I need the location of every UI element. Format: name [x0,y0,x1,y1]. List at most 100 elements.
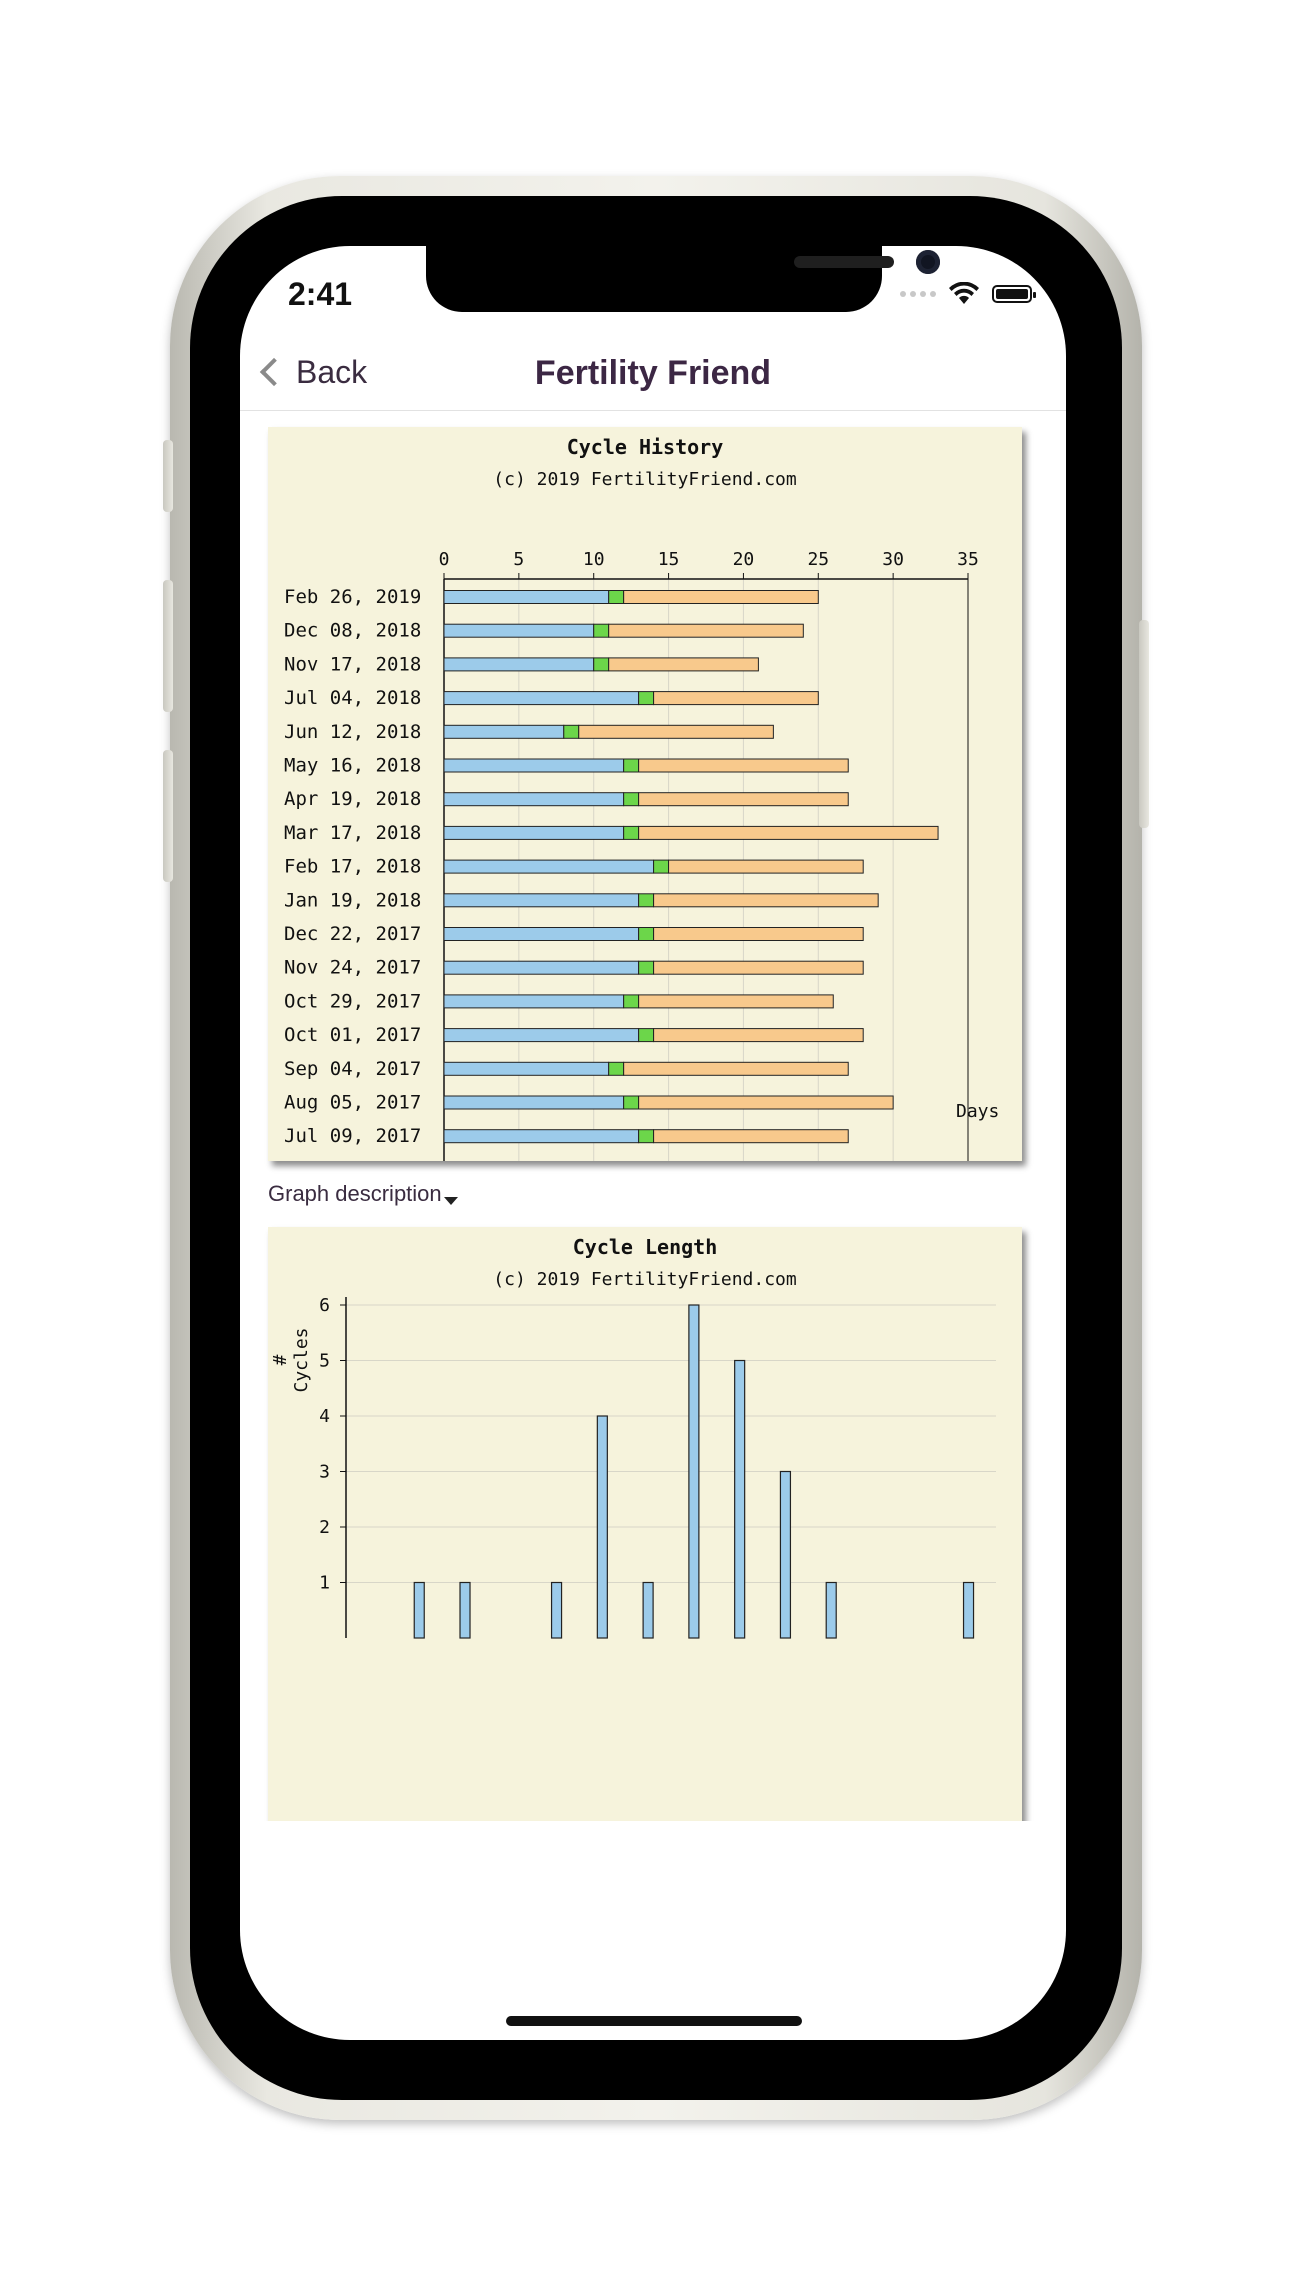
histogram-bar [962,1581,975,1639]
bar-luteal [653,927,864,941]
bar-luteal [653,691,819,706]
bar-ovulation [638,691,655,706]
bar-follicular [443,758,625,773]
speaker-grille [794,256,894,268]
histogram-bar [596,1415,608,1639]
bar-luteal [653,960,864,975]
bar-follicular [443,927,640,941]
cycle-length-plot: 1 2 3 4 5 6 [319,1295,996,1639]
cycle-history-chart: Cycle History (c) 2019 FertilityFriend.c… [268,427,1022,1161]
bar-follicular [443,623,595,638]
bar-follicular [443,1095,625,1110]
bar-follicular [443,657,595,672]
row-label: Sep 04, 2017 [284,1058,421,1080]
histogram-bar [550,1581,563,1639]
cycle-length-chart: Cycle Length (c) 2019 FertilityFriend.co… [268,1227,1022,1821]
y-tick-label: 2 [319,1517,330,1538]
bar-follicular [443,792,625,807]
cycle-history-plot: 0055101015152020252530303535Feb 26, 2019… [284,549,979,1161]
bar-luteal [638,1095,894,1110]
row-label: Dec 08, 2018 [284,620,421,642]
front-camera [916,250,940,274]
histogram-bar [734,1359,746,1639]
bar-luteal [638,792,849,807]
status-time: 2:41 [288,276,353,312]
bar-ovulation [608,1061,625,1076]
content-scroll-area[interactable]: Cycle History (c) 2019 FertilityFriend.c… [240,411,1066,1821]
row-label: Jul 09, 2017 [284,1125,421,1147]
battery-icon [992,285,1036,303]
wifi-icon [949,282,979,304]
bar-ovulation [638,893,655,908]
x-tick-label-top: 25 [807,549,829,570]
x-tick-label-top: 5 [513,549,524,570]
bar-ovulation [623,1095,640,1110]
bar-luteal [608,623,804,638]
bar-follicular [443,994,625,1009]
bar-ovulation [638,1028,655,1043]
bar-luteal [608,657,759,672]
row-label: Apr 19, 2018 [284,788,421,810]
histogram-bar [642,1581,654,1639]
bar-ovulation [653,859,670,874]
histogram-bar [459,1581,471,1639]
bar-luteal [638,994,834,1009]
histogram-bar [688,1304,700,1639]
chart-title: Cycle Length [572,1235,718,1259]
bar-follicular [443,960,640,975]
bar-luteal [623,590,819,604]
row-label: Feb 26, 2019 [284,586,421,608]
x-tick-label-top: 35 [957,549,979,570]
bar-ovulation [638,960,655,975]
bar-follicular [443,1028,640,1043]
bar-luteal [638,825,939,840]
bar-ovulation [638,1129,655,1144]
bar-luteal [653,1129,849,1144]
x-tick-label-top: 10 [583,549,605,570]
volume-up-button [163,580,173,712]
y-tick-label: 1 [319,1573,330,1594]
bar-ovulation [608,590,625,604]
home-indicator [506,2016,802,2026]
mute-switch [163,440,173,512]
caret-down-icon [443,1197,458,1205]
histogram-bar [779,1470,792,1639]
bar-follicular [443,893,640,908]
bar-ovulation [623,825,640,840]
bar-ovulation [623,758,640,773]
bar-ovulation [638,927,655,941]
graph-description-toggle[interactable]: Graph description [268,1181,458,1207]
y-tick-label: 5 [319,1351,330,1372]
row-label: Jun 10, 2017 [284,1159,421,1161]
bar-follicular [443,724,565,739]
row-label: Mar 17, 2018 [284,822,421,844]
bar-follicular [443,859,655,874]
bar-follicular [443,590,610,604]
x-tick-label-top: 0 [439,549,450,570]
screen: 2:41 Back Fertility Friend Cycle History… [240,246,1066,2040]
bar-ovulation [623,994,640,1009]
back-button[interactable]: Back [254,350,367,394]
bar-follicular [443,825,625,840]
row-label: Feb 17, 2018 [284,856,421,878]
row-label: Jul 04, 2018 [284,687,421,709]
graph-description-label: Graph description [268,1181,442,1206]
bar-luteal [623,1061,849,1076]
row-label: Oct 01, 2017 [284,1024,421,1046]
bar-luteal [653,1028,864,1043]
y-tick-label: 3 [319,1462,330,1483]
chart-subtitle: (c) 2019 FertilityFriend.com [493,1269,797,1290]
navigation-bar: Back Fertility Friend [240,336,1066,411]
row-label: Jun 12, 2018 [284,721,421,743]
chart-title: Cycle History [566,435,724,459]
row-label: Nov 17, 2018 [284,653,421,675]
y-tick-label: 6 [319,1295,330,1316]
bar-ovulation [593,657,610,672]
row-label: Aug 05, 2017 [284,1092,421,1114]
bar-ovulation [593,623,610,638]
histogram-bar [413,1581,425,1639]
histogram-bar [825,1581,837,1639]
row-label: Dec 22, 2017 [284,923,421,945]
x-tick-label-top: 30 [882,549,904,570]
signal-icon [900,291,936,297]
